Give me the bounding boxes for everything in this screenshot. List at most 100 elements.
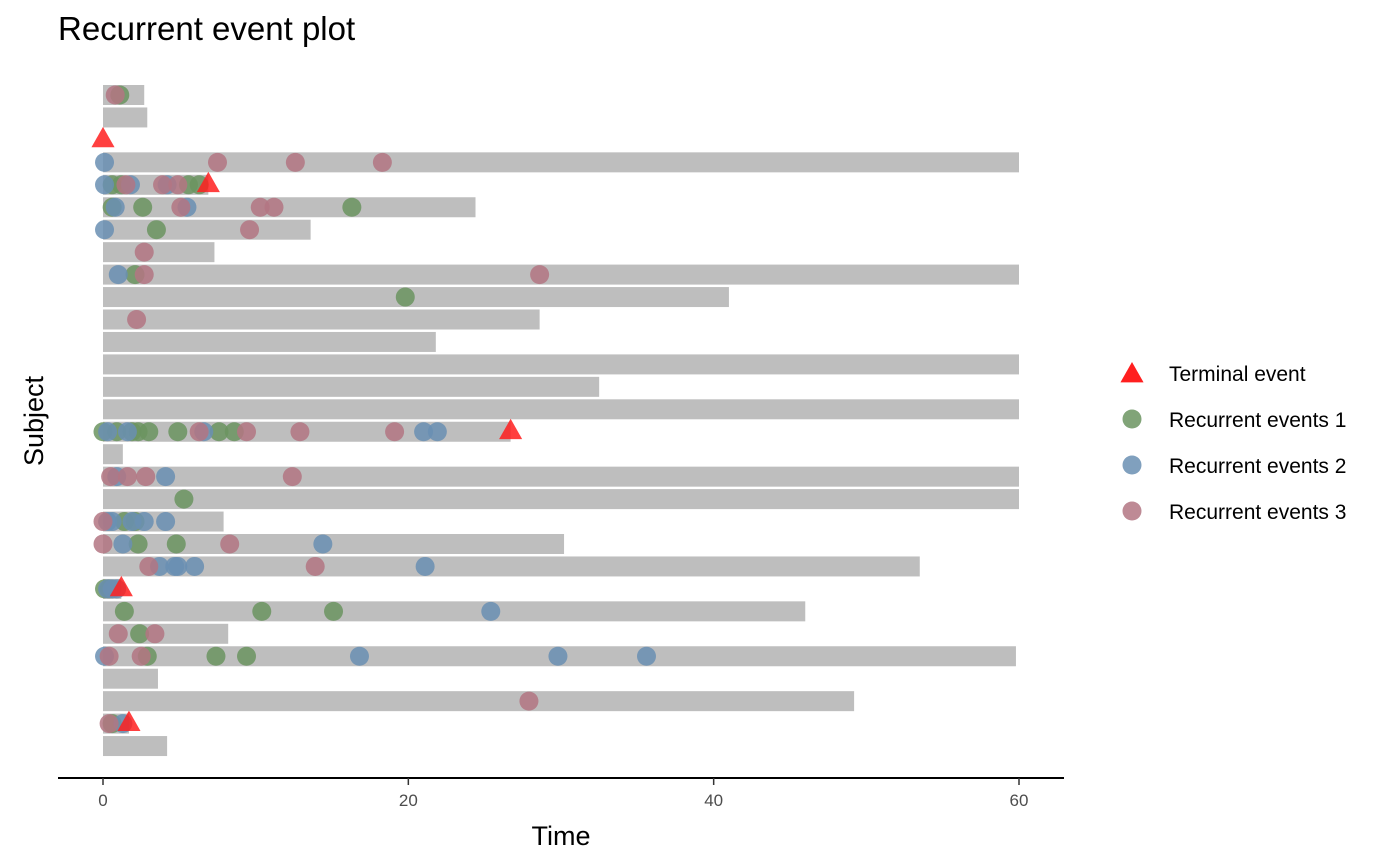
rec2-point	[185, 556, 205, 576]
rec3-point	[105, 85, 125, 105]
rec1-point	[146, 220, 166, 240]
x-axis-title: Time	[532, 821, 591, 851]
rec3-point	[290, 422, 310, 442]
subject-bar	[103, 399, 1019, 420]
subject-bar	[103, 601, 806, 622]
rec3-point	[145, 624, 165, 644]
subject-bar	[103, 264, 1019, 285]
rec3-point	[139, 556, 159, 576]
legend: Terminal event Recurrent events 1 Recurren…	[1120, 362, 1346, 524]
rec2-point	[134, 512, 154, 532]
rec3-point	[305, 556, 325, 576]
rec1-point	[342, 197, 362, 217]
rec2-point	[427, 422, 447, 442]
rec2-point	[349, 646, 369, 666]
rec3-point	[385, 422, 405, 442]
terminal-event-marker	[109, 575, 133, 597]
rec3-point	[108, 624, 128, 644]
rec2-point	[95, 152, 115, 172]
rec3-point	[282, 467, 302, 487]
legend-rec3-icon	[1122, 501, 1142, 521]
rec3-point	[116, 175, 136, 195]
rec3-point	[93, 534, 113, 554]
rec1-point	[237, 646, 257, 666]
rec2-point	[313, 534, 333, 554]
rec2-point	[481, 601, 501, 621]
subject-bar	[103, 242, 215, 263]
subject-bar	[103, 691, 855, 712]
subject-bar	[103, 466, 1019, 487]
rec1-point	[209, 422, 229, 442]
rec3-point	[530, 265, 550, 285]
rec2-point	[108, 265, 128, 285]
rec3-point	[93, 512, 113, 532]
rec2-point	[95, 220, 115, 240]
rec3-point	[189, 422, 209, 442]
subject-bar	[103, 309, 540, 330]
subject-bar	[103, 534, 565, 554]
subject-bar	[103, 152, 1019, 173]
subject-bar	[103, 736, 168, 757]
rec3-point	[99, 646, 119, 666]
rec2-point	[414, 422, 434, 442]
subject-bar	[103, 354, 1019, 375]
rec1-point	[206, 646, 226, 666]
rec2-point	[636, 646, 656, 666]
x-tick-label: 60	[1010, 791, 1029, 810]
rec2-point	[105, 197, 125, 217]
legend-rec1-icon	[1122, 409, 1142, 429]
rec1-point	[168, 422, 188, 442]
rec3-point	[117, 467, 137, 487]
x-axis-ticks: 0 20 40 60	[98, 778, 1028, 810]
subject-bar	[103, 287, 729, 308]
rec3-point	[134, 242, 154, 262]
subject-bar	[103, 668, 158, 689]
terminal-event-marker	[91, 126, 115, 148]
y-axis-title: Subject	[19, 375, 49, 466]
rec3-point	[208, 152, 227, 172]
rec1-point	[174, 489, 194, 509]
subject-bar	[103, 107, 148, 128]
rec1-point	[139, 422, 159, 442]
rec3-point	[127, 310, 147, 329]
rec2-point	[156, 512, 176, 532]
rec3-point	[519, 691, 539, 711]
rec2-point	[168, 556, 188, 576]
chart-title: Recurrent event plot	[58, 10, 355, 47]
legend-label: Recurrent events 2	[1169, 455, 1346, 478]
legend-rec2-icon	[1122, 455, 1142, 475]
rec3-point	[131, 646, 151, 666]
rec3-point	[171, 197, 191, 217]
rec1-point	[128, 534, 148, 554]
rec3-point	[168, 175, 188, 195]
legend-label: Terminal event	[1169, 363, 1306, 386]
x-tick-label: 40	[704, 791, 723, 810]
subject-bar	[103, 219, 311, 240]
rec2-point	[415, 556, 435, 576]
rec1-point	[114, 601, 134, 621]
subject-bars	[103, 85, 1019, 757]
terminal-event-marker	[117, 710, 141, 731]
rec3-point	[153, 175, 173, 195]
subject-bar	[103, 197, 476, 218]
rec2-point	[113, 534, 133, 554]
rec3-point	[220, 534, 240, 554]
subject-bar	[103, 331, 436, 352]
rec1-point	[252, 601, 272, 621]
event-points	[91, 85, 656, 734]
subject-bar	[103, 489, 1019, 510]
rec2-point	[95, 175, 115, 195]
subject-bar	[103, 376, 600, 397]
terminal-event-marker	[196, 171, 220, 193]
legend-label: Recurrent events 3	[1169, 501, 1346, 524]
subject-bar	[103, 556, 920, 577]
rec3-point	[250, 197, 270, 217]
rec3-point	[101, 467, 121, 487]
rec3-point	[372, 152, 392, 172]
rec3-point	[99, 714, 119, 734]
rec1-point	[133, 197, 153, 217]
subject-bar	[103, 444, 123, 465]
rec3-point	[240, 220, 260, 240]
rec1-point	[130, 624, 150, 644]
